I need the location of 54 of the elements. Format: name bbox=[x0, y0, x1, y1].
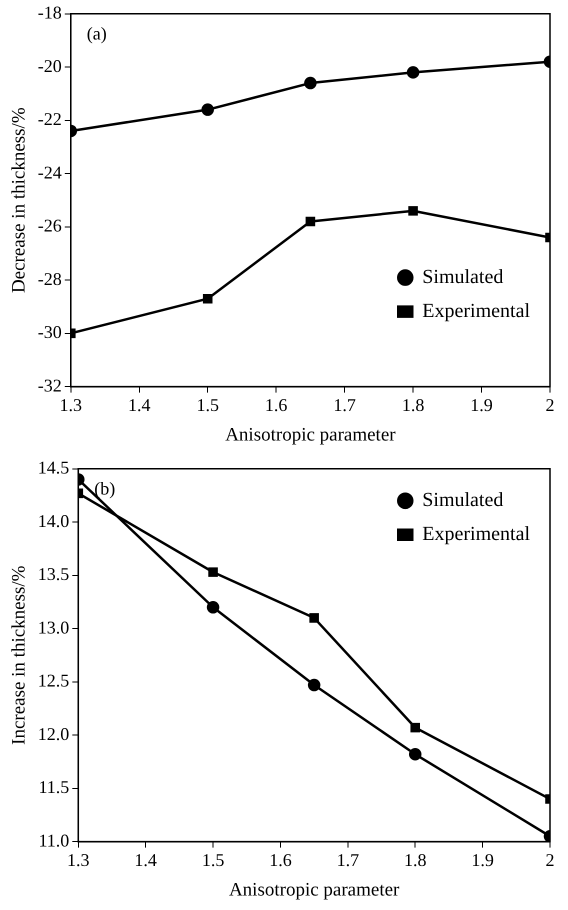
point bbox=[410, 722, 420, 732]
point bbox=[406, 66, 420, 79]
point bbox=[306, 216, 316, 226]
x-tick-label: 1.8 bbox=[404, 850, 426, 870]
x-tick-label: 1.7 bbox=[336, 850, 360, 870]
x-tick-label: 1.9 bbox=[471, 850, 494, 870]
x-tick-label: 1.9 bbox=[470, 395, 493, 416]
y-tick-label: -18 bbox=[38, 2, 62, 23]
point bbox=[202, 294, 212, 304]
y-tick-label: -22 bbox=[38, 109, 62, 130]
x-axis-title: Anisotropic parameter bbox=[228, 880, 400, 901]
y-axis-title: Increase in thickness/% bbox=[8, 565, 30, 745]
x-axis-title: Anisotropic parameter bbox=[225, 424, 396, 446]
point bbox=[309, 613, 319, 623]
x-tick-label: 1.3 bbox=[60, 395, 82, 416]
y-tick-label: 11.5 bbox=[38, 777, 70, 798]
y-tick-label: 11.0 bbox=[38, 830, 70, 850]
x-tick-label: 2 bbox=[546, 850, 554, 870]
y-tick-label: -26 bbox=[38, 216, 62, 236]
legend-label: Experimental bbox=[422, 300, 530, 322]
point bbox=[201, 103, 214, 116]
y-tick-label: 14.5 bbox=[38, 458, 70, 478]
y-tick-label: 14.0 bbox=[38, 510, 70, 531]
x-tick-label: 1.6 bbox=[264, 395, 288, 416]
x-tick-label: 1.6 bbox=[269, 850, 292, 870]
x-tick-label: 1.4 bbox=[128, 395, 150, 416]
x-tick-label: 1.5 bbox=[202, 850, 224, 870]
x-tick-label: 1.7 bbox=[333, 395, 356, 416]
y-tick-label: -32 bbox=[38, 375, 62, 396]
y-tick-label: -28 bbox=[38, 268, 62, 289]
point bbox=[408, 206, 418, 216]
y-tick-label: -30 bbox=[38, 322, 62, 342]
y-axis-title: Decrease in thickness/% bbox=[8, 107, 30, 294]
x-tick-label: 2 bbox=[546, 395, 554, 416]
x-tick-label: 1.4 bbox=[134, 850, 157, 870]
y-tick-label: 12.0 bbox=[38, 724, 70, 744]
legend-label: Simulated bbox=[422, 266, 504, 288]
point bbox=[304, 76, 317, 90]
point bbox=[408, 748, 422, 761]
annotation: (a) bbox=[86, 24, 107, 44]
y-tick-label: -24 bbox=[38, 162, 62, 182]
legend-label: Experimental bbox=[422, 523, 530, 546]
point bbox=[208, 567, 218, 577]
point bbox=[206, 601, 220, 614]
point bbox=[308, 678, 320, 692]
y-tick-label: 13.5 bbox=[38, 564, 70, 584]
y-tick-label: -20 bbox=[38, 56, 62, 76]
y-tick-label: 13.0 bbox=[38, 617, 70, 638]
x-tick-label: 1.5 bbox=[196, 395, 219, 416]
x-tick-label: 1.3 bbox=[67, 850, 90, 870]
x-tick-label: 1.8 bbox=[402, 395, 424, 416]
annotation: (b) bbox=[94, 478, 116, 499]
y-tick-label: 12.5 bbox=[38, 670, 70, 691]
legend-label: Simulated bbox=[422, 489, 504, 512]
